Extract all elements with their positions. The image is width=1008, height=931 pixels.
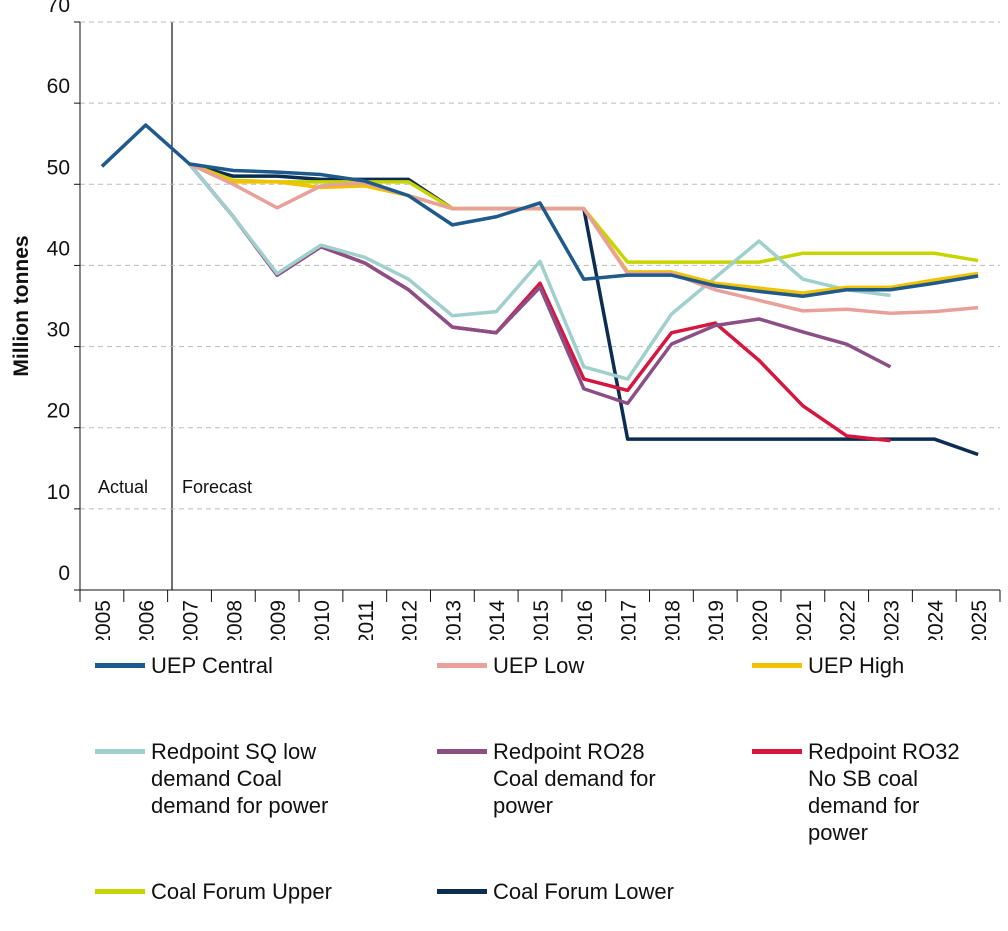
legend-label: Redpoint RO28 Coal demand for power [493,739,656,818]
legend-item: Redpoint RO32 No SB coal demand for powe… [752,738,968,846]
x-tick-label: 2011 [355,600,378,640]
x-tick-label: 2012 [399,600,422,640]
legend-label: Coal Forum Upper [151,879,332,904]
legend-item: UEP Low [437,652,683,679]
legend-item: UEP Central [95,652,341,679]
x-tick-label: 2005 [92,600,115,640]
legend-swatch [437,663,487,668]
series-line [188,162,979,316]
legend-label: UEP Low [493,653,585,678]
legend-label: Coal Forum Lower [493,879,674,904]
y-tick-label: 20 [47,400,70,423]
legend-swatch [95,749,145,754]
x-tick-label: 2007 [180,600,203,640]
series-line [188,162,891,381]
legend-item: Redpoint RO28 Coal demand for power [437,738,683,819]
x-tick-label: 2017 [618,600,641,640]
x-tick-label: 2019 [705,600,728,640]
legend-swatch [752,749,802,754]
x-tick-label: 2015 [530,600,553,640]
x-tick-label: 2008 [223,600,246,640]
legend-item: UEP High [752,652,998,679]
annotation: Forecast [182,477,252,497]
x-tick-label: 2010 [311,600,334,640]
y-tick-label: 50 [47,156,70,179]
y-tick-label: 60 [47,75,70,98]
legend-label: UEP Central [151,653,273,678]
legend-label: Redpoint RO32 No SB coal demand for powe… [808,739,960,845]
legend-swatch [437,749,487,754]
x-tick-label: 2018 [661,600,684,640]
y-tick-label: 0 [58,562,70,585]
legend-item: Redpoint SQ low demand Coal demand for p… [95,738,341,819]
x-tick-label: 2013 [442,600,465,640]
x-tick-label: 2006 [136,600,159,640]
y-tick-label: 40 [47,237,70,260]
legend-swatch [95,663,145,668]
x-tick-label: 2023 [880,600,903,640]
x-tick-label: 2021 [793,600,816,640]
x-tick-label: 2016 [574,600,597,640]
x-tick-label: 2024 [924,600,947,640]
x-tick-label: 2025 [968,600,991,640]
chart: Million tonnes Actual Forecast 0 10 20 30 40… [10,0,1001,647]
y-tick-label: 10 [47,481,70,504]
legend-label: UEP High [808,653,905,678]
legend-item: Coal Forum Lower [437,878,753,905]
x-tick-label: 2022 [837,600,860,640]
legend-swatch [752,663,802,668]
x-tick-label: 2020 [749,600,772,640]
legend-swatch [437,889,487,894]
y-tick-label: 30 [47,319,70,342]
x-tick-label: 2014 [486,600,509,640]
y-axis-label: Million tonnes [10,235,33,376]
legend-swatch [95,889,145,894]
annotation: Actual [98,477,148,497]
series-line [100,123,979,299]
legend-item: Coal Forum Upper [95,878,411,905]
y-tick-label: 70 [47,0,70,17]
x-tick-label: 2009 [267,600,290,640]
legend-label: Redpoint SQ low demand Coal demand for p… [151,739,329,818]
